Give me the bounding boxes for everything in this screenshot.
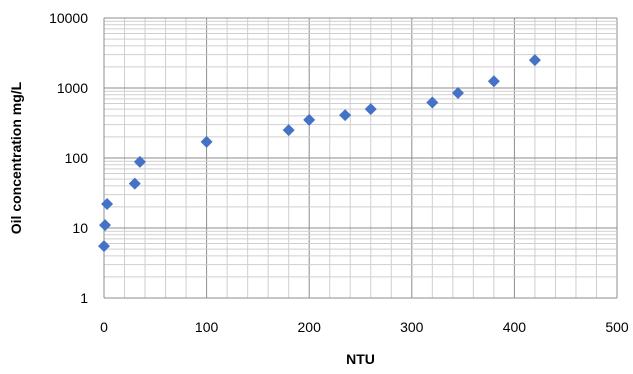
x-tick-label: 500 xyxy=(605,319,629,335)
x-tick-label: 400 xyxy=(503,319,527,335)
data-point xyxy=(339,109,352,122)
y-axis-title: Oil concentration mg/L xyxy=(8,81,24,234)
y-tick-labels: 1 10 100 1000 10000 xyxy=(49,10,88,306)
y-tick-label: 1 xyxy=(80,290,88,306)
x-tick-label: 0 xyxy=(100,319,108,335)
x-axis-title: NTU xyxy=(346,351,375,367)
x-tick-label: 200 xyxy=(298,319,322,335)
data-point xyxy=(101,198,114,211)
data-point xyxy=(282,124,295,137)
y-tick-label: 100 xyxy=(65,150,89,166)
data-point xyxy=(426,96,439,109)
grid xyxy=(103,17,618,299)
y-tick-label: 10 xyxy=(72,220,88,236)
data-point xyxy=(200,135,213,148)
data-point xyxy=(303,113,316,126)
data-point xyxy=(98,240,110,253)
x-tick-labels: 0 100 200 300 400 500 xyxy=(100,319,629,335)
data-points xyxy=(98,54,541,253)
data-point xyxy=(133,155,146,168)
y-tick-label: 10000 xyxy=(49,10,88,26)
data-point xyxy=(451,86,464,99)
x-tick-label: 100 xyxy=(195,319,219,335)
data-point xyxy=(128,177,141,190)
y-tick-label: 1000 xyxy=(57,80,88,96)
data-point xyxy=(99,219,112,232)
data-point xyxy=(364,103,377,116)
x-tick-label: 300 xyxy=(400,319,424,335)
data-point xyxy=(528,54,541,67)
data-point xyxy=(487,75,500,88)
